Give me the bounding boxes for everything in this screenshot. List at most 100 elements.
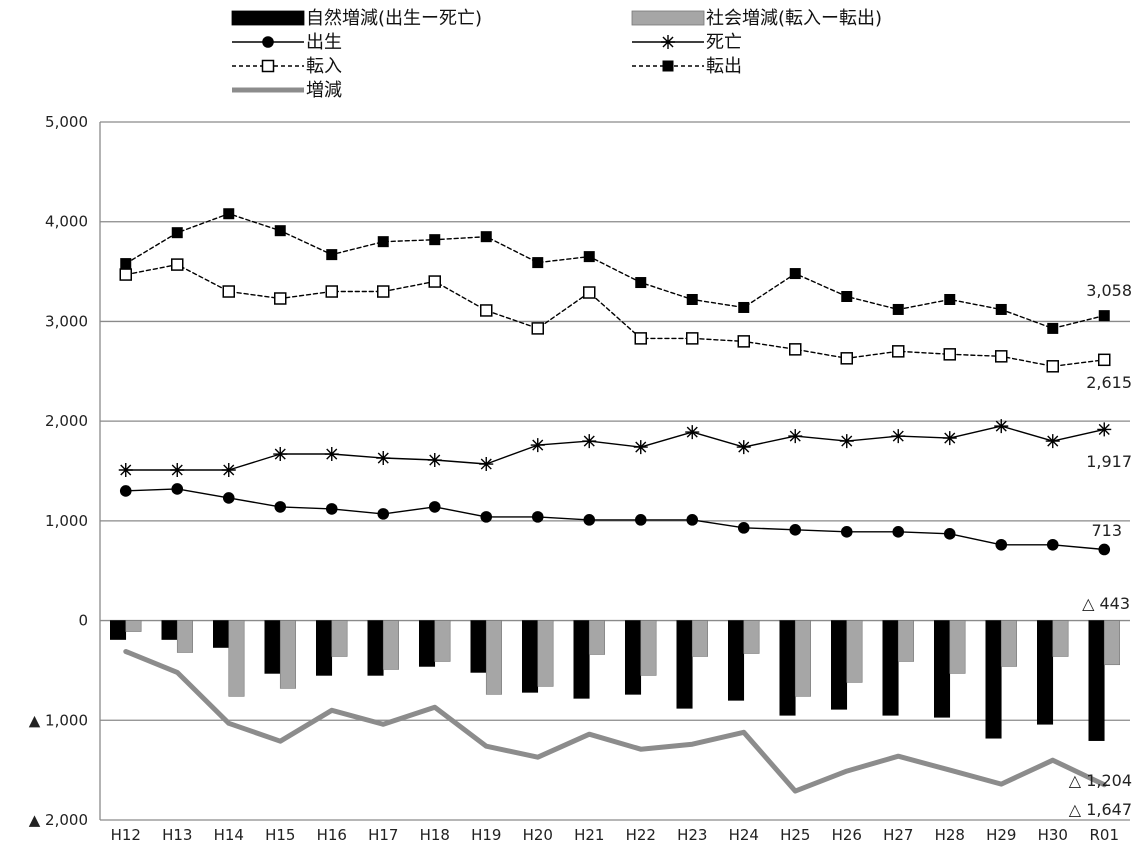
point-marker: [1098, 353, 1111, 367]
point-marker: [994, 419, 1009, 434]
point-marker: [789, 268, 801, 280]
legend-social-change: 社会増減(転入ー転出): [631, 8, 882, 29]
data-labels: 3,058 2,615 1,917 713 △ 443 △ 1,204 △ 1,647: [1069, 281, 1132, 819]
legend-total-change: 増減: [232, 80, 342, 101]
natural-change-bar: [213, 620, 230, 648]
point-marker: [273, 447, 288, 462]
natural-change-bar: [367, 620, 384, 676]
point-marker: [428, 501, 441, 513]
point-marker: [376, 451, 391, 466]
point-marker: [788, 429, 803, 444]
total-change-line-group: [123, 649, 1107, 794]
y-tick-label: 3,000: [45, 312, 88, 330]
y-tick-label: 0: [78, 612, 88, 630]
point-marker: [1046, 360, 1059, 373]
x-tick-label: H15: [265, 826, 295, 844]
legend-label: 転出: [706, 56, 742, 77]
point-marker: [737, 522, 750, 534]
social-change-bar: [846, 620, 863, 683]
point-marker: [222, 492, 235, 504]
x-tick-label: H30: [1038, 826, 1068, 844]
social-change-bar: [1052, 620, 1069, 657]
point-marker: [661, 35, 675, 49]
grid-lines: [99, 121, 1130, 821]
point-marker: [480, 511, 493, 523]
legend-label: 転入: [306, 56, 342, 77]
social-change-bar: [897, 620, 914, 662]
x-tick-label: H16: [317, 826, 347, 844]
social-change-bar: [794, 620, 811, 697]
point-marker: [377, 285, 390, 298]
point-marker: [325, 503, 338, 515]
point-marker: [892, 303, 904, 315]
point-marker: [429, 234, 441, 246]
point-marker: [789, 343, 802, 356]
x-tick-label: H24: [729, 826, 759, 844]
x-tick-label: H12: [111, 826, 141, 844]
point-marker: [222, 285, 235, 298]
natural-change-bar: [882, 620, 899, 716]
social-change-bar: [279, 620, 296, 689]
x-tick-label: H26: [832, 826, 862, 844]
point-marker: [634, 514, 647, 526]
point-marker: [1047, 322, 1059, 334]
point-marker: [324, 447, 339, 462]
point-marker: [634, 332, 647, 345]
point-marker: [582, 434, 597, 449]
point-marker: [1098, 543, 1111, 556]
point-marker: [840, 526, 853, 538]
natural-change-bar: [624, 620, 642, 695]
point-marker: [274, 292, 287, 305]
point-marker: [685, 425, 700, 440]
point-marker: [583, 251, 595, 263]
point-marker: [892, 345, 905, 358]
x-tick-label: H19: [471, 826, 501, 844]
x-tick-label: H13: [162, 826, 192, 844]
x-tick-label: R01: [1089, 826, 1119, 844]
move-out-line: [125, 212, 1106, 330]
natural-change-bar: [470, 620, 487, 673]
natural-change-bar: [727, 620, 745, 701]
y-tick-label: 5,000: [45, 113, 88, 131]
point-marker: [1097, 422, 1112, 437]
births-line: [125, 488, 1106, 551]
social-change-bar: [949, 620, 966, 674]
point-marker: [377, 508, 390, 520]
natural-change-bar: [779, 620, 796, 716]
point-marker: [737, 335, 750, 348]
series-lines: [118, 208, 1112, 794]
point-marker: [532, 257, 544, 269]
y-tick-label: 4,000: [45, 213, 88, 231]
legend-swatch: [631, 10, 705, 26]
social-change-bar: [485, 620, 502, 695]
point-marker: [1045, 434, 1060, 449]
social-change-bar: [228, 620, 245, 697]
total-change-line: [123, 649, 1107, 794]
point-marker: [223, 208, 235, 220]
natural-change-bar: [933, 620, 951, 718]
x-tick-label: H17: [368, 826, 398, 844]
x-tick-label: H18: [420, 826, 450, 844]
point-marker: [738, 301, 750, 313]
social-change-bar: [691, 620, 708, 657]
point-marker: [995, 303, 1007, 315]
point-marker: [943, 348, 956, 361]
legend-natural-change: 自然増減(出生ー死亡): [231, 8, 482, 29]
legend-label: 出生: [306, 32, 342, 53]
natural-change-bar: [418, 620, 436, 667]
legend-label: 社会増減(転入ー転出): [706, 8, 882, 29]
social-change-bar: [176, 620, 193, 653]
data-label: 3,058: [1086, 281, 1132, 300]
point-marker: [171, 258, 184, 271]
point-marker: [1046, 538, 1059, 551]
point-marker: [686, 514, 699, 526]
natural-change-bar: [830, 620, 848, 710]
point-marker: [686, 293, 698, 305]
point-marker: [120, 258, 132, 270]
point-marker: [261, 59, 275, 73]
point-marker: [736, 440, 751, 455]
point-marker: [839, 434, 854, 449]
point-marker: [171, 227, 183, 239]
